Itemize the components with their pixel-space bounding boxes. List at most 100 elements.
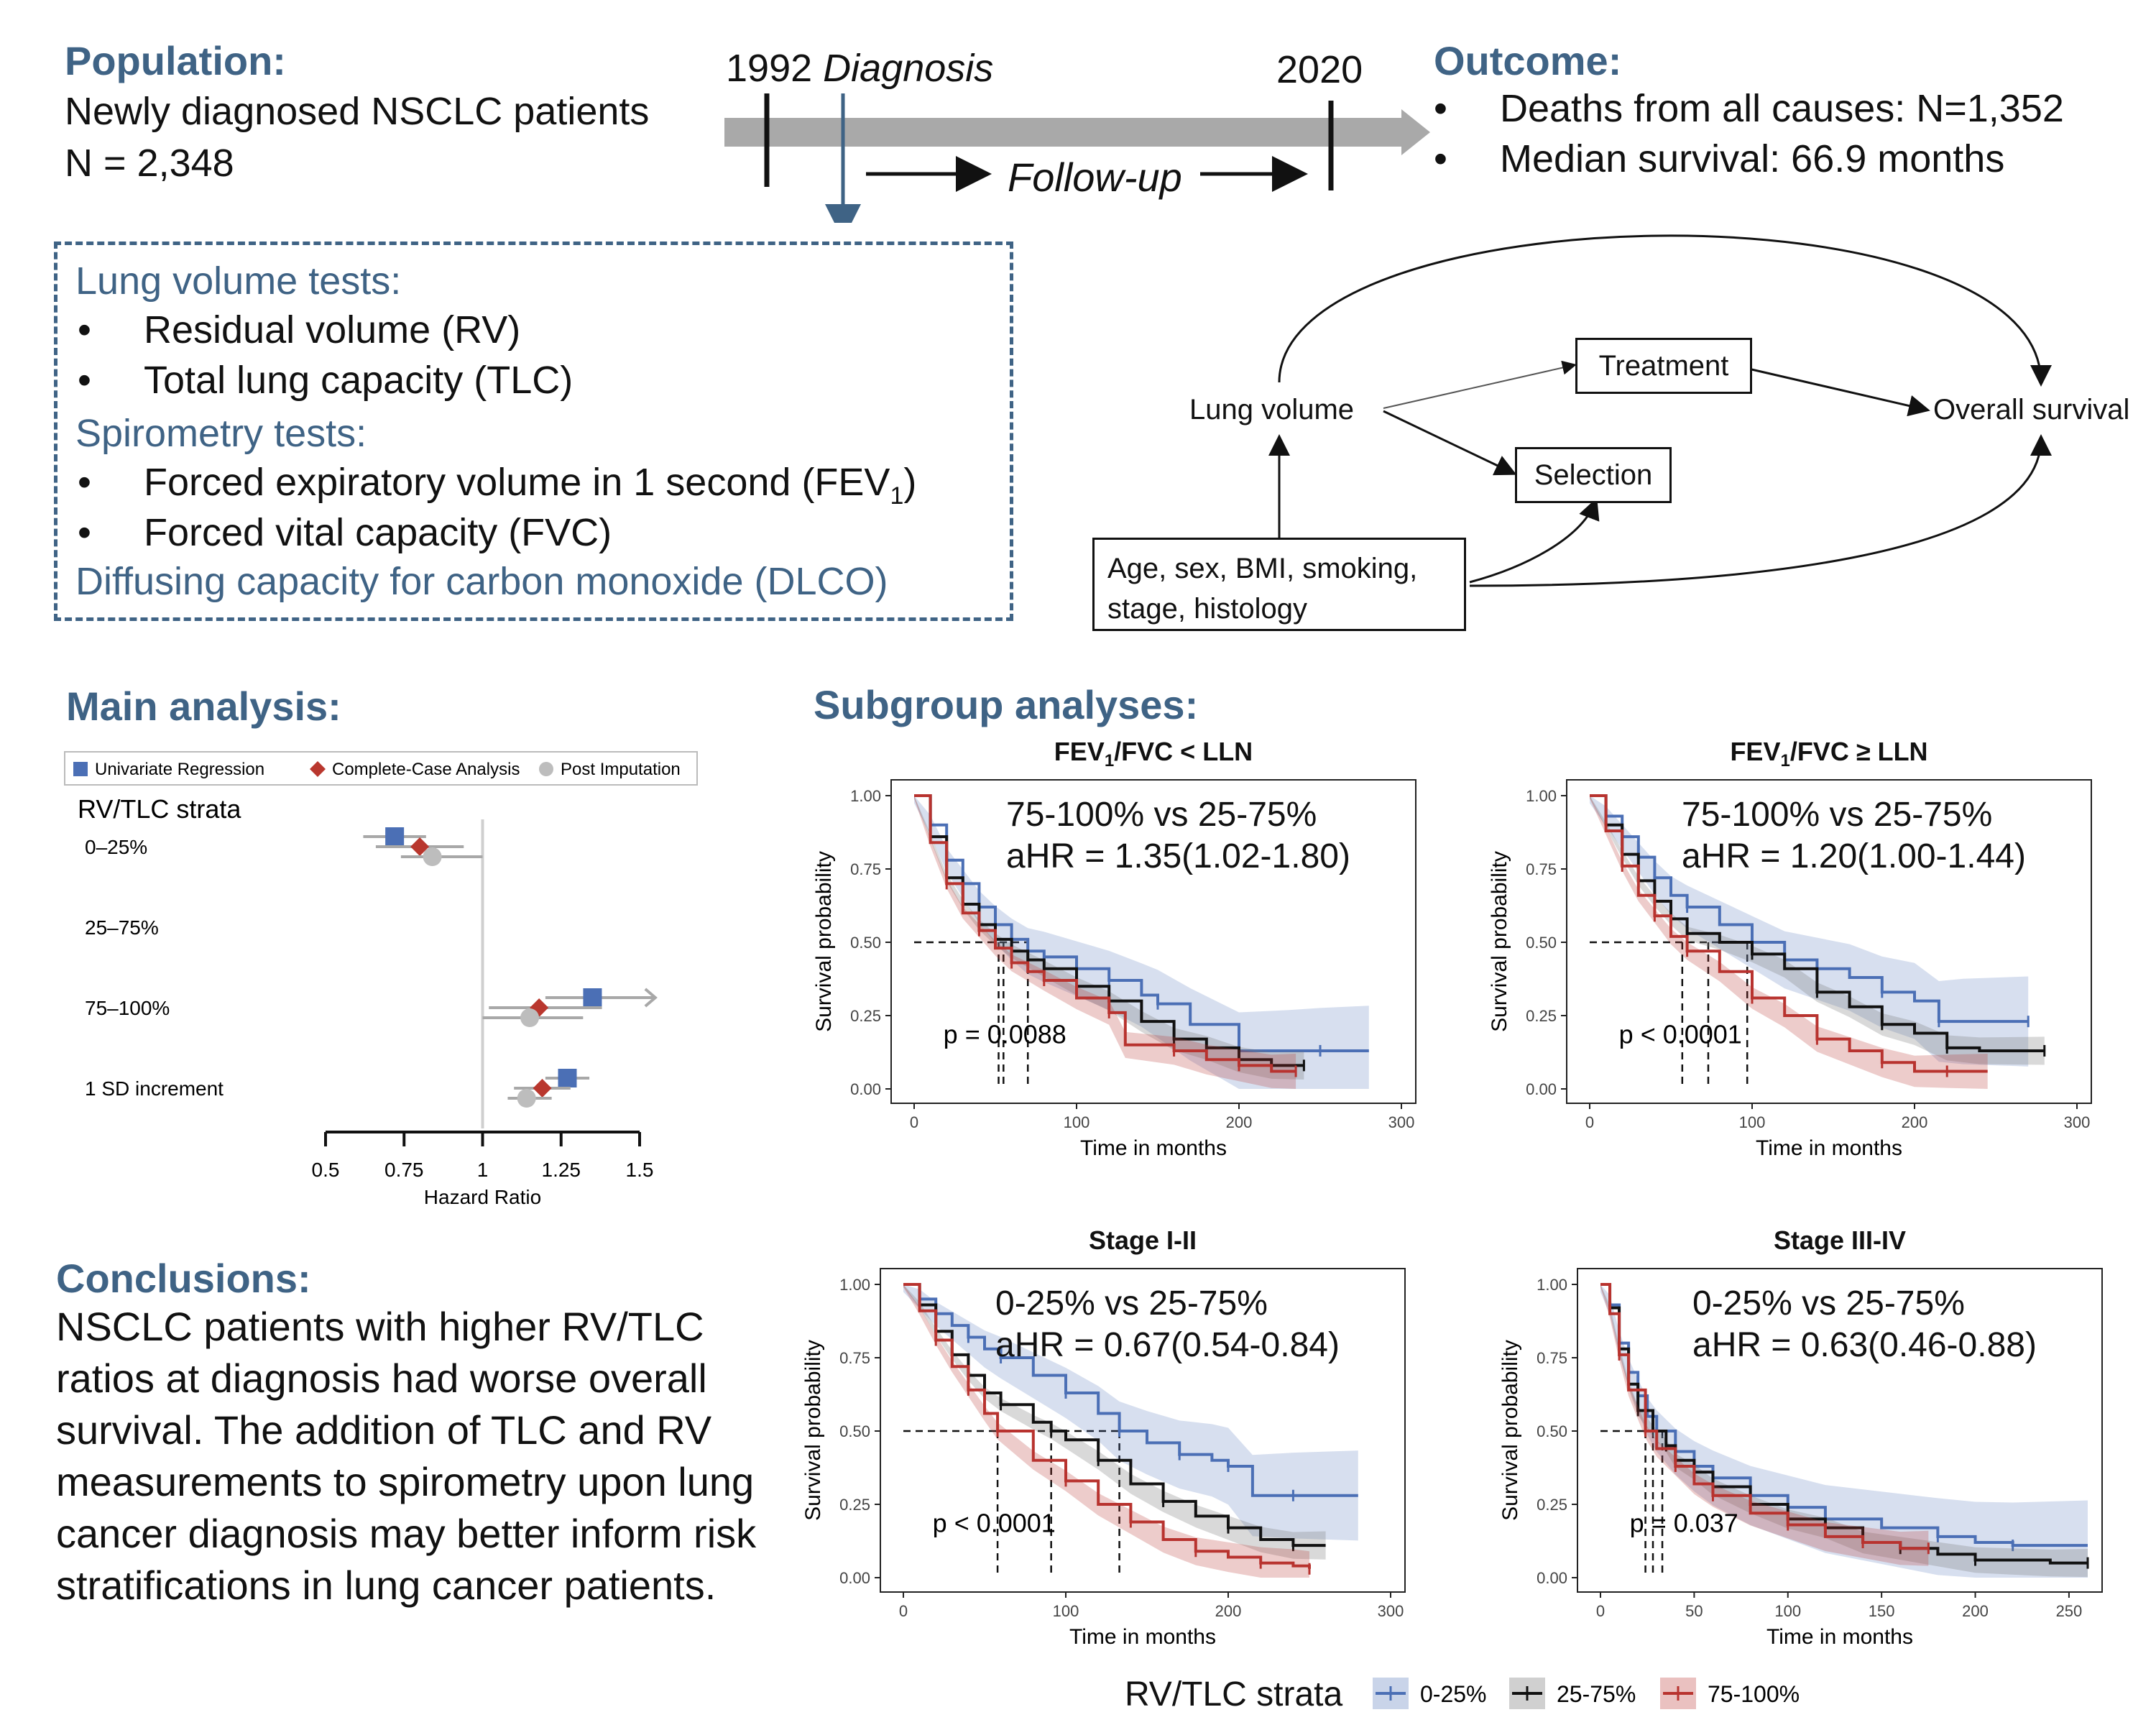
km-x-label: Time in months <box>1069 1625 1216 1649</box>
km-annotation: 0-25% vs 25-75% aHR = 0.67(0.54-0.84) <box>995 1283 1340 1366</box>
dag-arrows <box>1268 234 2052 587</box>
km-y-label: Survival probability <box>1498 1340 1522 1521</box>
km-legend-label: 25-75% <box>1557 1681 1636 1707</box>
dlco-heading: Diffusing capacity for carbon monoxide (… <box>75 560 888 603</box>
km-x-tick-label: 300 <box>2064 1113 2091 1131</box>
km-y-tick-label: 0.00 <box>839 1569 870 1587</box>
forest-ci-arrow <box>644 988 658 1008</box>
km-ci-band-75-100% <box>1590 796 1988 1089</box>
km-x-tick-label: 0 <box>899 1602 908 1620</box>
subgroup-heading: Subgroup analyses: <box>814 682 1199 727</box>
forest-legend-label: Complete-Case Analysis <box>332 760 520 779</box>
dag-confounders: Age, sex, BMI, smoking, stage, histology <box>1092 538 1466 631</box>
timeline <box>724 93 1430 223</box>
followup-label: Follow-up <box>1008 155 1182 200</box>
km-ci-band-75-100% <box>1600 1284 1929 1566</box>
km-x-tick-label: 0 <box>1596 1602 1605 1620</box>
forest-legend-label: Univariate Regression <box>95 760 264 779</box>
km-ahr: aHR = 1.35(1.02-1.80) <box>1006 837 1350 875</box>
forest-x-tick-label: 1.25 <box>542 1159 581 1181</box>
km-y-tick-label: 1.00 <box>1526 787 1557 805</box>
forest-strata-label: RV/TLC strata <box>78 794 241 824</box>
forest-x-label: Hazard Ratio <box>424 1186 541 1208</box>
km-x-tick-label: 200 <box>1226 1113 1253 1131</box>
km-ahr: aHR = 1.20(1.00-1.44) <box>1682 837 2026 875</box>
dag-lung-volume: Lung volume <box>1189 394 1355 426</box>
km-y-tick-label: 0.50 <box>1526 934 1557 952</box>
km-y-tick-label: 0.25 <box>850 1007 881 1025</box>
km-x-tick-label: 100 <box>1064 1113 1090 1131</box>
km-ahr: aHR = 0.63(0.46-0.88) <box>1692 1326 2037 1364</box>
forest-point-univariate <box>558 1069 577 1087</box>
km-plot: 0.00 0.25 0.50 0.75 1.00 0 100 200 300 Time in mo… <box>801 1268 1406 1649</box>
km-panel-title: Stage III-IV <box>1773 1225 1907 1255</box>
forest-point-univariate <box>385 827 405 846</box>
timeline-bar <box>724 109 1430 155</box>
km-plot: 0.00 0.25 0.50 0.75 1.00 0 100 200 300 Time in mo… <box>1488 779 2092 1160</box>
forest-row-label: 1 SD increment <box>85 1077 224 1100</box>
km-panel-title: FEV1/FVC ≥ LLN <box>1730 737 1928 771</box>
km-panel-title: Stage I-II <box>1088 1225 1197 1255</box>
km-curve-0-25% <box>1590 794 2029 1024</box>
forest-row-label: 25–75% <box>85 916 159 939</box>
spirometry-heading: Spirometry tests: <box>75 412 367 455</box>
population-heading: Population: <box>65 38 286 83</box>
km-y-tick-label: 0.00 <box>1526 1080 1557 1098</box>
km-y-tick-label: 0.50 <box>839 1422 870 1440</box>
km-pvalue: p < 0.0001 <box>1619 1020 1742 1049</box>
dag-treatment: Treatment <box>1575 338 1752 394</box>
km-x-tick-label: 200 <box>1902 1113 1928 1131</box>
km-y-label: Survival probability <box>812 851 836 1032</box>
lung-volume-heading: Lung volume tests: <box>75 259 402 303</box>
km-x-tick-label: 100 <box>1774 1602 1801 1620</box>
km-curve-25-75% <box>1590 794 2045 1052</box>
km-annotation: 75-100% vs 25-75% aHR = 1.35(1.02-1.80) <box>1006 794 1350 878</box>
forest-x-tick-label: 1.5 <box>626 1159 654 1181</box>
km-ci-band-0-25% <box>903 1284 1358 1541</box>
legend-circle-marker <box>539 762 553 776</box>
dag-selection: Selection <box>1515 447 1672 503</box>
km-legend-label: 75-100% <box>1708 1681 1800 1707</box>
km-y-tick-label: 0.75 <box>1537 1349 1567 1367</box>
km-ci-band-25-75% <box>903 1284 1326 1560</box>
end-year: 2020 <box>1276 48 1363 91</box>
km-y-tick-label: 0.50 <box>1537 1422 1567 1440</box>
km-pvalue: p = 0.0088 <box>944 1020 1067 1049</box>
km-ci-band-75-100% <box>903 1284 1309 1578</box>
km-ci-band-0-25% <box>1600 1284 2088 1578</box>
forest-point-complete-case <box>533 1079 552 1098</box>
conclusions-text: NSCLC patients with higher RV/TLC ratios… <box>56 1304 757 1608</box>
km-y-tick-label: 0.25 <box>1537 1496 1567 1514</box>
km-x-label: Time in months <box>1766 1625 1913 1649</box>
km-y-tick-label: 1.00 <box>850 787 881 805</box>
km-x-tick-label: 250 <box>2056 1602 2083 1620</box>
km-comparison: 0-25% vs 25-75% <box>1692 1284 1965 1322</box>
km-ci-band-0-25% <box>914 796 1369 1089</box>
km-y-tick-label: 0.00 <box>850 1080 881 1098</box>
km-comparison: 75-100% vs 25-75% <box>1006 796 1317 834</box>
population-count: N = 2,348 <box>65 142 234 185</box>
km-x-tick-label: 0 <box>910 1113 918 1131</box>
km-y-tick-label: 0.50 <box>850 934 881 952</box>
km-pvalue: p = 0.037 <box>1630 1509 1738 1538</box>
km-y-label: Survival probability <box>801 1340 825 1521</box>
km-x-tick-label: 300 <box>1388 1113 1415 1131</box>
km-ci-band-0-25% <box>1590 796 2029 1067</box>
forest-plot: Univariate Regression Complete-Case Analy… <box>64 751 698 1208</box>
forest-point-complete-case <box>410 837 430 856</box>
km-comparison: 75-100% vs 25-75% <box>1682 796 1993 834</box>
km-curve-75-100% <box>1590 794 1988 1073</box>
km-x-tick-label: 200 <box>1215 1602 1242 1620</box>
forest-legend-box <box>64 751 698 786</box>
outcome-heading: Outcome: <box>1434 38 1622 83</box>
km-ci-band-75-100% <box>914 796 1296 1089</box>
start-label: Diagnosis <box>823 47 994 90</box>
km-plot: 0.00 0.25 0.50 0.75 1.00 0 50 100 150 200 250 Time … <box>1498 1268 2103 1649</box>
km-x-tick-label: 300 <box>1378 1602 1404 1620</box>
legend-diamond-marker <box>310 761 326 777</box>
tests-box <box>54 242 1013 621</box>
km-comparison: 0-25% vs 25-75% <box>995 1284 1268 1322</box>
forest-x-tick-label: 0.5 <box>312 1159 340 1181</box>
km-legend-label: 0-25% <box>1420 1681 1487 1707</box>
km-y-tick-label: 0.75 <box>839 1349 870 1367</box>
